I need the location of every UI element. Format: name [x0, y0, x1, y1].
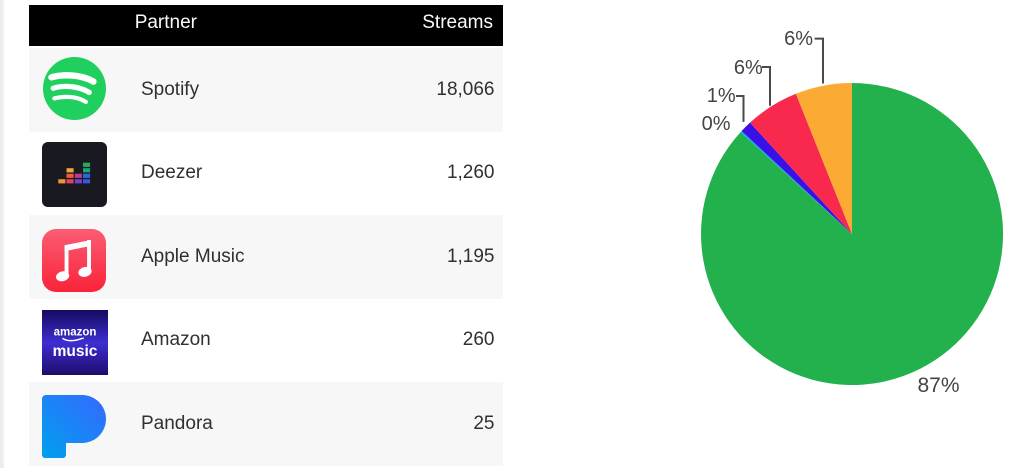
svg-text:music: music — [52, 343, 97, 360]
svg-text:amazon: amazon — [53, 327, 96, 339]
